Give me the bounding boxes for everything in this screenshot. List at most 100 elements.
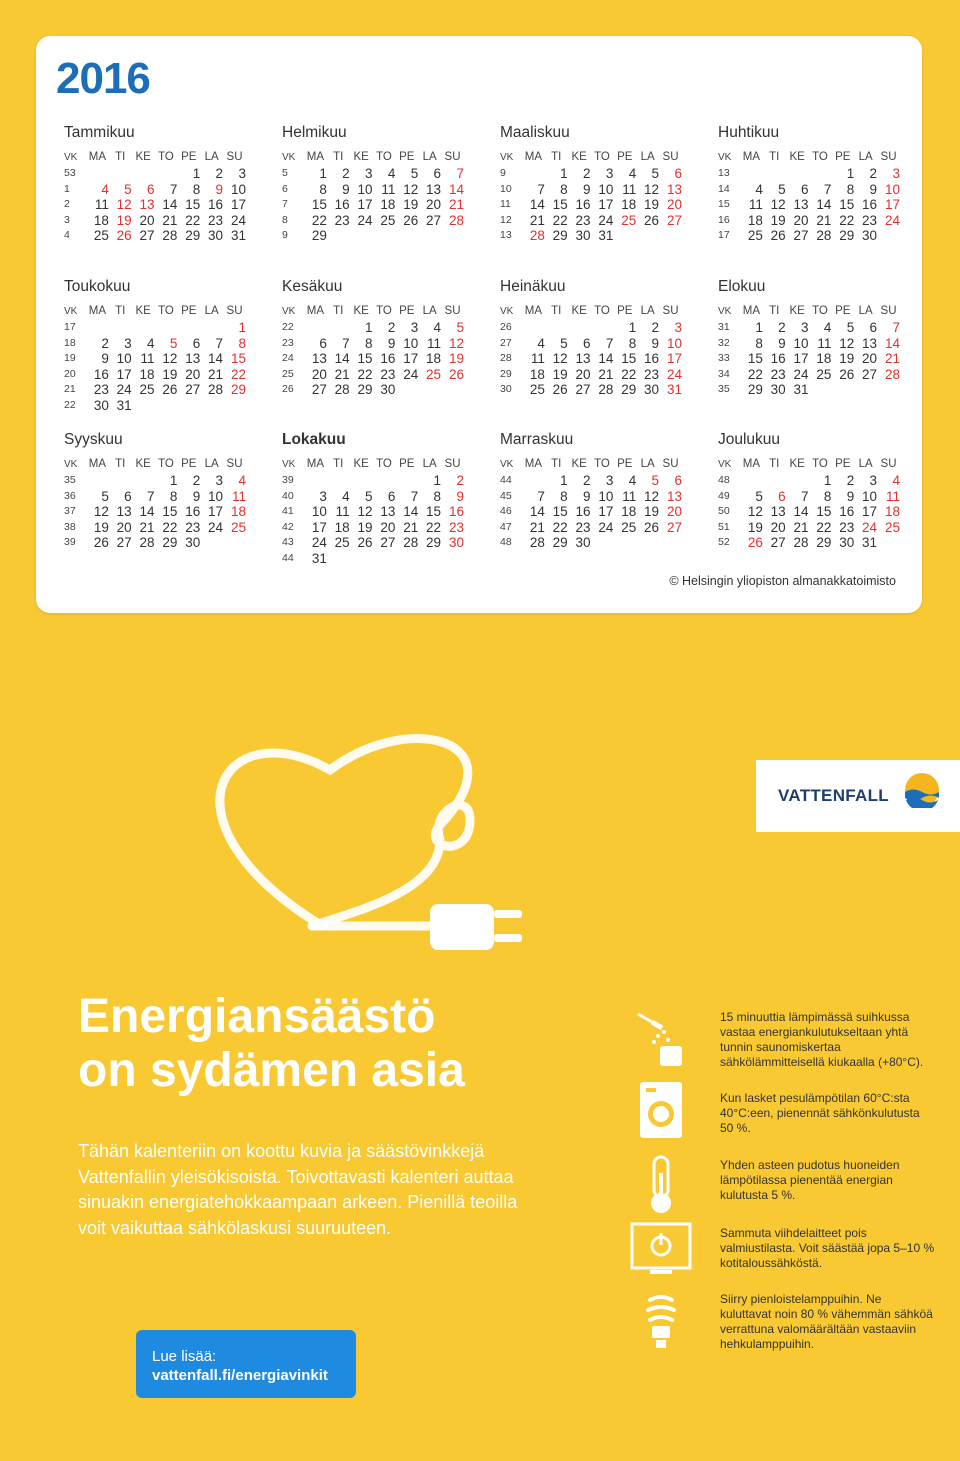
day-cell: 21 bbox=[884, 351, 900, 366]
day-cell: 1 bbox=[755, 320, 763, 335]
day-cell: 26 bbox=[644, 519, 660, 535]
day-cell: 2 bbox=[387, 320, 396, 335]
day-cell bbox=[877, 382, 900, 398]
day-cell: 18 bbox=[747, 212, 763, 228]
day-cell bbox=[441, 228, 464, 244]
day-cell: 1 bbox=[560, 473, 568, 488]
week-row: 22 1 2 3 4 5 bbox=[282, 320, 464, 336]
weekday-header: PE bbox=[617, 151, 633, 164]
day-cell: 11 bbox=[335, 504, 350, 519]
day-cell: 1 bbox=[846, 166, 855, 181]
day-cell: 4 bbox=[628, 473, 637, 488]
week-number: 41 bbox=[282, 505, 294, 517]
weekday-header: LA bbox=[640, 151, 655, 164]
tip-standby: Sammuta viihdelaitteet pois valmiustilas… bbox=[720, 1226, 935, 1270]
day-cell: 14 bbox=[793, 504, 809, 519]
day-cell: 23 bbox=[575, 519, 591, 535]
day-cell: 9 bbox=[651, 335, 660, 351]
day-cell: 10 bbox=[208, 488, 224, 504]
day-cell: 5 bbox=[410, 166, 419, 181]
week-row: 7 15 16 17 18 19 20 21 bbox=[282, 197, 464, 213]
weekday-header: PE bbox=[181, 458, 197, 471]
read-more-url[interactable]: vattenfall.fi/energiavinkit bbox=[152, 1367, 328, 1384]
read-more-link[interactable]: Lue lisää: vattenfall.fi/energiavinkit bbox=[136, 1330, 356, 1398]
day-cell: 20 bbox=[862, 351, 878, 366]
day-cell: 7 bbox=[605, 335, 614, 351]
weekday-header: KE bbox=[571, 305, 587, 318]
week-row: 17 1 bbox=[64, 320, 246, 336]
month-name: Helmikuu bbox=[282, 124, 347, 141]
day-cell: 21 bbox=[816, 212, 832, 228]
tip-temperature: Yhden asteen pudotus huoneiden lämpötila… bbox=[720, 1158, 900, 1202]
week-row: 38 19 20 21 22 23 24 25 bbox=[64, 520, 246, 536]
week-number: 23 bbox=[282, 336, 294, 349]
day-cell: 2 bbox=[869, 166, 878, 181]
day-cell bbox=[132, 166, 155, 182]
weekday-header: TI bbox=[769, 458, 780, 471]
day-cell: 18 bbox=[816, 351, 832, 366]
day-cell: 16 bbox=[185, 504, 201, 519]
week-number: 17 bbox=[64, 321, 76, 333]
day-cell bbox=[395, 228, 418, 244]
day-cell bbox=[568, 320, 591, 336]
week-number: 39 bbox=[282, 474, 294, 486]
weekday-header: KE bbox=[353, 305, 369, 318]
day-cell: 7 bbox=[215, 335, 224, 351]
day-cell: 2 bbox=[192, 473, 201, 488]
month-table: VK MA TI KE TO PE LA SU 53 1 2 3 1 4 5 6 7 8 9 10 2 11 12 13 14 1… bbox=[64, 150, 246, 244]
day-cell: 24 bbox=[357, 212, 373, 228]
week-row: 30 25 26 27 28 29 30 31 bbox=[500, 382, 682, 398]
day-cell: 16 bbox=[93, 366, 109, 382]
week-row: 18 2 3 4 5 6 7 8 bbox=[64, 336, 246, 352]
day-cell: 28 bbox=[334, 382, 350, 397]
day-cell bbox=[155, 320, 178, 336]
weekday-header: SU bbox=[880, 458, 897, 471]
weekday-header: VK bbox=[64, 152, 78, 164]
day-cell bbox=[86, 473, 109, 489]
day-cell: 19 bbox=[448, 351, 464, 366]
day-cell bbox=[109, 473, 132, 489]
weekday-header: MA bbox=[524, 305, 543, 318]
month-name: Syyskuu bbox=[64, 431, 123, 448]
day-cell: 5 bbox=[846, 320, 855, 335]
day-cell: 4 bbox=[823, 320, 832, 335]
weekday-header: PE bbox=[181, 305, 197, 318]
day-cell: 31 bbox=[230, 228, 246, 243]
day-cell: 12 bbox=[839, 335, 855, 351]
day-cell: 3 bbox=[801, 320, 809, 335]
weekday-header: LA bbox=[204, 151, 219, 164]
weekday-header: MA bbox=[306, 151, 325, 164]
day-cell: 13 bbox=[311, 351, 327, 366]
day-cell: 29 bbox=[621, 382, 637, 397]
weekday-header: MA bbox=[524, 151, 543, 164]
day-cell bbox=[350, 473, 373, 489]
weekday-header: PE bbox=[617, 305, 633, 318]
day-cell: 30 bbox=[208, 228, 224, 243]
day-cell bbox=[327, 320, 350, 336]
day-cell: 27 bbox=[185, 382, 201, 397]
day-cell bbox=[522, 320, 545, 336]
week-row: 45 7 8 9 10 11 12 13 bbox=[500, 489, 682, 505]
week-number: 21 bbox=[64, 383, 76, 395]
weekday-header: TO bbox=[158, 305, 174, 318]
week-number: 43 bbox=[282, 536, 294, 548]
weekday-header: TI bbox=[333, 458, 344, 471]
day-cell: 11 bbox=[381, 181, 396, 197]
day-cell: 9 bbox=[387, 335, 396, 351]
month-table: VK MA TI KE TO PE LA SU 17 1 18 2 3 4 5 6 7 8 19 9 10 11 12 13 1… bbox=[64, 304, 246, 413]
day-cell: 23 bbox=[334, 212, 350, 228]
day-cell: 21 bbox=[529, 212, 545, 228]
weekday-header: SU bbox=[444, 458, 461, 471]
day-cell: 14 bbox=[598, 351, 614, 366]
day-cell: 1 bbox=[628, 320, 637, 335]
day-cell: 13 bbox=[793, 197, 809, 212]
day-cell: 13 bbox=[380, 504, 396, 519]
day-cell: 14 bbox=[884, 335, 900, 351]
weekday-header: LA bbox=[422, 151, 437, 164]
day-cell: 2 bbox=[651, 320, 660, 335]
week-number: 48 bbox=[500, 536, 512, 548]
day-cell: 27 bbox=[793, 228, 809, 243]
day-cell: 6 bbox=[778, 488, 786, 504]
weekday-header: TO bbox=[376, 458, 392, 471]
weekday-header: SU bbox=[226, 151, 243, 164]
